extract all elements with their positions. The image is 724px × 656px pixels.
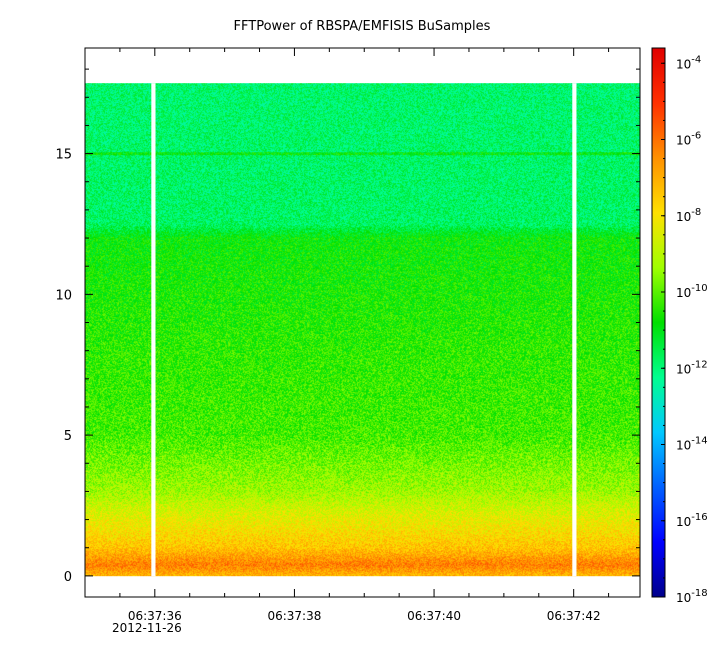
x-tick-label: 06:37:42 xyxy=(547,609,601,623)
x-tick-label: 06:37:36 xyxy=(128,609,182,623)
spectrogram-image xyxy=(85,83,640,577)
colorbar-tick-label: 10-4 xyxy=(676,54,701,71)
colorbar-ticks: 10-18 10-16 10-14 10-12 10-10 10-8 10-6 10-4 xyxy=(661,54,708,605)
data-gap xyxy=(572,83,577,577)
x-axis: 06:37:36 06:37:38 06:37:40 06:37:42 xyxy=(84,48,610,623)
colorbar-tick-label: 10-12 xyxy=(676,359,708,376)
y-tick-label: 5 xyxy=(64,429,72,444)
y-tick-label: 10 xyxy=(55,288,72,303)
y-tick-label: 0 xyxy=(64,570,72,585)
y-tick-label: 15 xyxy=(55,148,72,163)
data-gap xyxy=(151,83,156,577)
colorbar-tick-label: 10-8 xyxy=(676,207,701,224)
colorbar-tick-label: 10-6 xyxy=(676,131,701,148)
chart-title: FFTPower of RBSPA/EMFISIS BuSamples xyxy=(234,19,491,34)
x-tick-label: 06:37:38 xyxy=(267,609,321,623)
x-axis-date-label: 2012-11-26 xyxy=(112,621,182,635)
colorbar-tick-label: 10-16 xyxy=(676,512,708,529)
colorbar-scale xyxy=(651,47,666,598)
data-gaps xyxy=(151,83,577,577)
colorbar-tick-label: 10-10 xyxy=(676,283,708,300)
colorbar: 10-18 10-16 10-14 10-12 10-10 10-8 10-6 10-4 xyxy=(651,47,708,605)
x-tick-label: 06:37:40 xyxy=(407,609,461,623)
y-axis: 0 5 10 15 xyxy=(55,68,640,585)
colorbar-tick-label: 10-14 xyxy=(676,436,708,453)
colorbar-tick-label: 10-18 xyxy=(676,588,708,605)
